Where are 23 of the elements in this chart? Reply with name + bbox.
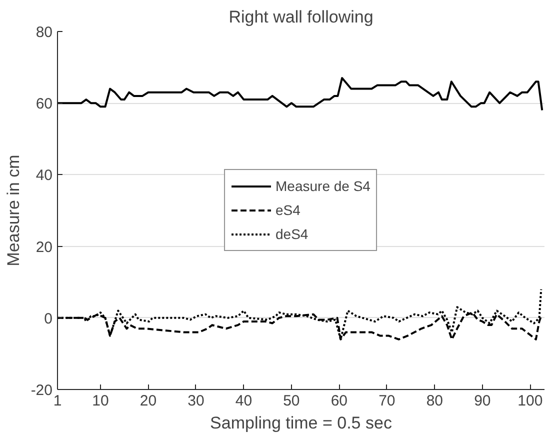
- y-tick-label: 40: [36, 167, 53, 184]
- legend-label: deS4: [276, 226, 308, 242]
- chart-title: Right wall following: [228, 8, 374, 26]
- x-tick-label: 90: [474, 392, 491, 410]
- y-tick-label: 60: [36, 96, 53, 113]
- y-tick-label: 20: [36, 238, 53, 256]
- x-tick-label: 1: [53, 392, 62, 410]
- x-axis-title: Sampling time = 0.5 sec: [210, 414, 392, 432]
- x-tick-label: 60: [330, 392, 348, 410]
- x-tick-label: 50: [283, 392, 300, 410]
- x-tick-label: 30: [188, 392, 204, 410]
- legend-label: Measure de S4: [276, 178, 370, 194]
- y-tick-label: -20: [30, 382, 53, 399]
- x-tick-label: 100: [518, 392, 543, 410]
- x-tick-label: 20: [140, 392, 157, 410]
- x-tick-label: 10: [92, 392, 109, 410]
- y-axis-title: Measure in cm: [4, 154, 23, 266]
- legend-label: eS4: [276, 202, 300, 218]
- y-tick-label: 80: [36, 24, 53, 41]
- x-tick-label: 70: [378, 392, 396, 410]
- y-tick-label: 0: [44, 310, 52, 328]
- x-tick-label: 40: [235, 392, 252, 410]
- x-tick-label: 80: [426, 392, 444, 410]
